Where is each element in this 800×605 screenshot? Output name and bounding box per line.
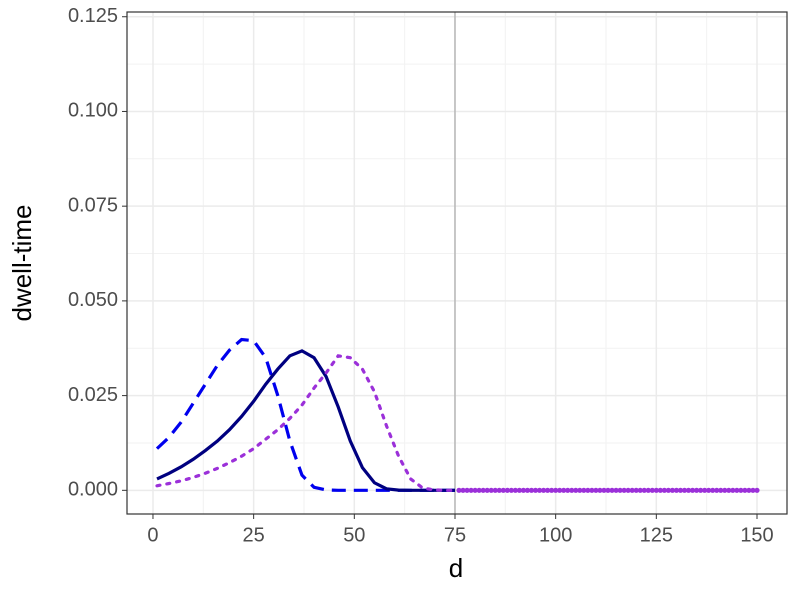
point <box>589 487 595 493</box>
point <box>722 487 728 493</box>
point <box>714 487 720 493</box>
y-tick-label: 0.050 <box>68 289 118 311</box>
point <box>569 487 575 493</box>
point <box>665 487 672 493</box>
point <box>750 487 756 493</box>
x-tick-label: 150 <box>740 524 773 546</box>
point <box>532 487 539 493</box>
point <box>710 487 716 493</box>
x-axis-title: d <box>449 553 463 583</box>
point <box>540 487 547 493</box>
point <box>524 487 531 493</box>
point <box>561 487 567 493</box>
point <box>689 487 696 493</box>
y-tick-label: 0.125 <box>68 5 118 27</box>
point <box>545 487 551 493</box>
point <box>742 487 748 493</box>
point <box>681 487 688 493</box>
point <box>536 487 543 493</box>
line-series <box>155 337 455 492</box>
point <box>621 487 627 493</box>
line-series <box>155 354 457 492</box>
point <box>504 487 510 493</box>
point <box>738 487 744 493</box>
point <box>549 487 555 493</box>
point <box>492 487 498 493</box>
point <box>593 487 599 493</box>
point <box>476 487 482 493</box>
point <box>557 487 563 493</box>
x-tick-label: 75 <box>444 524 466 546</box>
point <box>706 487 712 493</box>
point <box>512 487 518 493</box>
point <box>520 487 527 493</box>
x-tick-label: 0 <box>147 524 158 546</box>
point <box>468 487 474 493</box>
point <box>698 487 704 493</box>
point <box>645 487 651 493</box>
point <box>641 487 647 493</box>
point <box>460 487 466 493</box>
point <box>613 487 619 493</box>
panel-border <box>126 11 788 515</box>
point <box>734 487 740 493</box>
point <box>625 487 631 493</box>
point <box>609 487 615 493</box>
point <box>661 487 667 493</box>
point <box>597 487 603 493</box>
x-tick-label: 50 <box>343 524 365 546</box>
point <box>693 487 700 493</box>
y-tick-label: 0.025 <box>68 384 118 406</box>
point <box>464 487 470 493</box>
point <box>496 487 502 493</box>
point <box>565 487 571 493</box>
point <box>585 487 591 493</box>
point <box>637 487 643 493</box>
point <box>573 487 579 493</box>
point <box>730 487 736 493</box>
point <box>581 487 587 493</box>
point <box>577 487 583 493</box>
point <box>633 487 639 493</box>
y-axis-title: dwell-time <box>7 204 37 321</box>
point <box>617 487 623 493</box>
point <box>629 487 635 493</box>
point <box>484 487 490 493</box>
point <box>702 487 708 493</box>
line-series <box>156 349 455 492</box>
point <box>677 487 684 493</box>
point <box>754 487 760 493</box>
x-tick-label: 25 <box>243 524 265 546</box>
point <box>508 487 514 493</box>
y-tick-label: 0.075 <box>68 194 118 216</box>
point <box>669 487 676 493</box>
point <box>488 487 494 493</box>
point <box>456 487 462 493</box>
point <box>685 487 692 493</box>
point <box>653 487 659 493</box>
y-tick-label: 0.100 <box>68 100 118 122</box>
point <box>649 487 655 493</box>
x-tick-label: 125 <box>640 524 673 546</box>
x-tick-label: 100 <box>539 524 572 546</box>
point <box>516 487 523 493</box>
point <box>673 487 680 493</box>
point <box>500 487 506 493</box>
point <box>657 487 663 493</box>
point <box>480 487 486 493</box>
point <box>528 487 535 493</box>
point <box>553 487 559 493</box>
point <box>605 487 611 493</box>
point <box>472 487 478 493</box>
point <box>601 487 607 493</box>
point <box>726 487 732 493</box>
point <box>718 487 724 493</box>
y-tick-label: 0.000 <box>68 479 118 501</box>
point <box>746 487 752 493</box>
